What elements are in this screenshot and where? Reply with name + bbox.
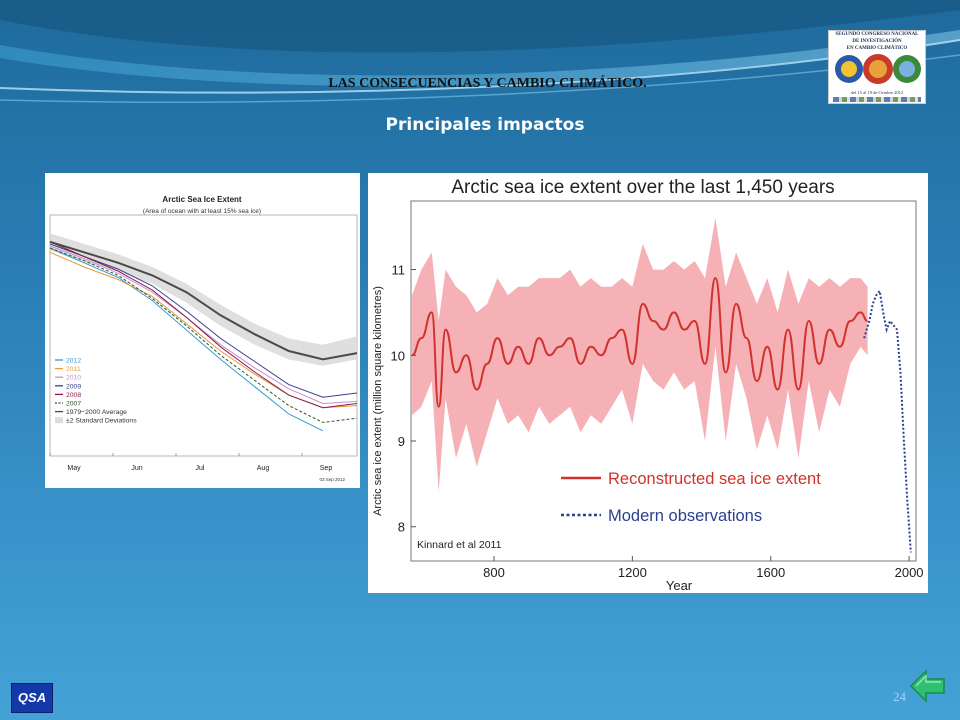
- conference-logo: SEGUNDO CONGRESO NACIONAL DE INVESTIGACI…: [828, 30, 926, 104]
- left-x-tick-label: May: [67, 465, 81, 472]
- left-series-line-4: [49, 241, 358, 409]
- right-x-tick-label: 1600: [756, 565, 785, 580]
- back-arrow-icon[interactable]: [908, 666, 948, 706]
- right-uncertainty-band: [412, 218, 868, 493]
- logo-line-3: EN CAMBIO CLIMÁTICO: [846, 46, 908, 51]
- right-x-axis-label: Year: [666, 578, 693, 593]
- left-series-line-2: [49, 245, 358, 405]
- logo-line-1: SEGUNDO CONGRESO NACIONAL: [835, 32, 919, 37]
- left-series-line-3: [49, 243, 358, 398]
- page-number: 24: [893, 689, 906, 704]
- logo-dates: del 15 al 19 de Octubre 2012: [850, 90, 904, 95]
- left-series-line-0: [49, 247, 324, 432]
- logo-globes-icon: [835, 54, 921, 84]
- left-legend-label: 1979−2000 Average: [66, 409, 127, 416]
- left-x-tick-label: Jul: [196, 465, 205, 472]
- left-legend-label: 2012: [66, 358, 81, 365]
- right-source-label: Kinnard et al 2011: [417, 539, 502, 551]
- left-legend-label: 2009: [66, 383, 81, 390]
- left-x-tick-label: Sep: [320, 465, 333, 472]
- chart-arctic-1450-years: Arctic sea ice extent over the last 1,45…: [368, 173, 928, 593]
- left-legend-label: 2008: [66, 392, 81, 399]
- right-legend: Reconstructed sea ice extent Modern obser…: [561, 470, 821, 525]
- right-reconstructed-line: [411, 277, 868, 408]
- chart-arctic-seasonal: Arctic Sea Ice Extent (Area of ocean wit…: [45, 173, 360, 488]
- right-x-tick-label: 1200: [618, 565, 647, 580]
- left-legend-label: 2007: [66, 401, 81, 408]
- right-plot-area: 8 9 10 11 800 1200 1600 2000: [391, 200, 924, 580]
- right-legend-label: Reconstructed sea ice extent: [608, 470, 821, 488]
- left-x-ticks: May Jun Jul Aug Sep: [49, 453, 333, 472]
- left-legend-label: 2010: [66, 375, 81, 382]
- left-chart-subtitle: (Area of ocean with at least 15% sea ice…: [143, 208, 261, 215]
- slide-title: LAS CONSECUENCIAS Y CAMBIO CLIMÁTICO.: [328, 76, 647, 91]
- right-x-tick-label: 800: [483, 565, 505, 580]
- right-y-tick-label: 8: [398, 520, 405, 535]
- qsa-logo-badge: QSA: [11, 683, 53, 713]
- right-observations-line: [863, 288, 912, 553]
- right-x-tick-label: 2000: [895, 565, 924, 580]
- left-x-tick-label: Jun: [131, 465, 142, 472]
- left-chart-title: Arctic Sea Ice Extent: [162, 195, 241, 204]
- right-y-tick-label: 10: [391, 348, 405, 363]
- left-plot-area: [49, 214, 358, 457]
- right-y-tick-label: 11: [392, 263, 406, 278]
- slide-subtitle: Principales impactos: [385, 115, 585, 135]
- right-y-axis-label: Arctic sea ice extent (million square ki…: [372, 286, 384, 516]
- left-legend-band-swatch: [55, 417, 63, 424]
- left-series-line-6: [49, 240, 358, 361]
- left-legend-label: 2011: [66, 366, 81, 373]
- logo-sponsor-strip: [833, 97, 921, 102]
- logo-line-2: DE INVESTIGACIÓN: [852, 39, 902, 44]
- left-series-line-5: [49, 247, 358, 423]
- right-legend-label: Modern observations: [608, 507, 762, 525]
- left-date-stamp: 03 Sep 2012: [319, 477, 345, 482]
- left-legend-band-label: ±2 Standard Deviations: [66, 418, 137, 425]
- right-y-tick-label: 9: [398, 434, 405, 449]
- header-swoosh: [0, 0, 960, 103]
- left-x-tick-label: Aug: [257, 465, 270, 472]
- right-chart-title: Arctic sea ice extent over the last 1,45…: [451, 177, 834, 198]
